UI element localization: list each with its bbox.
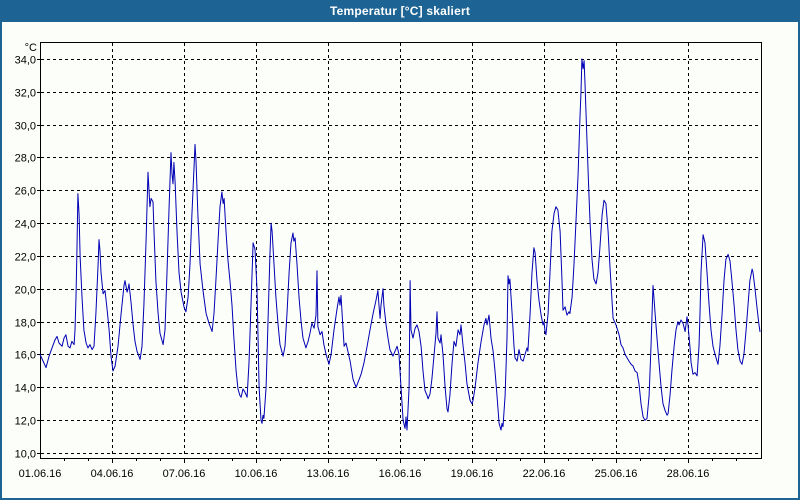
y-tick-label: 30,0 (15, 121, 36, 133)
y-tick-label: 22,0 (15, 252, 36, 264)
window-titlebar[interactable]: Temperatur [°C] skaliert (2, 0, 798, 22)
axis-labels: 10,0 12,0 14,0 16,0 18,0 20,0 22,0 24,0 26,0 28,0… (15, 55, 710, 481)
x-tick-label: 04.06.16 (91, 468, 134, 480)
y-tick-label: 24,0 (15, 219, 36, 231)
x-tick-label: 16.06.16 (379, 468, 422, 480)
y-tick-label: 16,0 (15, 350, 36, 362)
y-tick-label: 34,0 (15, 55, 36, 67)
x-tick-label: 22.06.16 (523, 468, 566, 480)
x-tick-label: 25.06.16 (595, 468, 638, 480)
grid-layer (41, 43, 760, 457)
temperature-series-line (39, 58, 761, 431)
y-tick-label: 28,0 (15, 153, 36, 165)
x-tick-label: 13.06.16 (307, 468, 350, 480)
window-title: Temperatur [°C] skaliert (329, 4, 471, 18)
x-tick-label: 10.06.16 (235, 468, 278, 480)
y-axis-unit-label: °C (25, 42, 37, 54)
x-tick-label: 01.06.16 (19, 468, 62, 480)
x-tick-label: 28.06.16 (667, 468, 710, 480)
y-tick-label: 14,0 (15, 383, 36, 395)
y-tick-label: 26,0 (15, 186, 36, 198)
axis-ticks (37, 59, 737, 463)
y-tick-label: 32,0 (15, 88, 36, 100)
x-tick-label: 19.06.16 (451, 468, 494, 480)
y-tick-label: 12,0 (15, 416, 36, 428)
y-tick-label: 20,0 (15, 285, 36, 297)
x-tick-label: 07.06.16 (163, 468, 206, 480)
y-tick-label: 18,0 (15, 318, 36, 330)
y-tick-label: 10,0 (15, 449, 36, 461)
